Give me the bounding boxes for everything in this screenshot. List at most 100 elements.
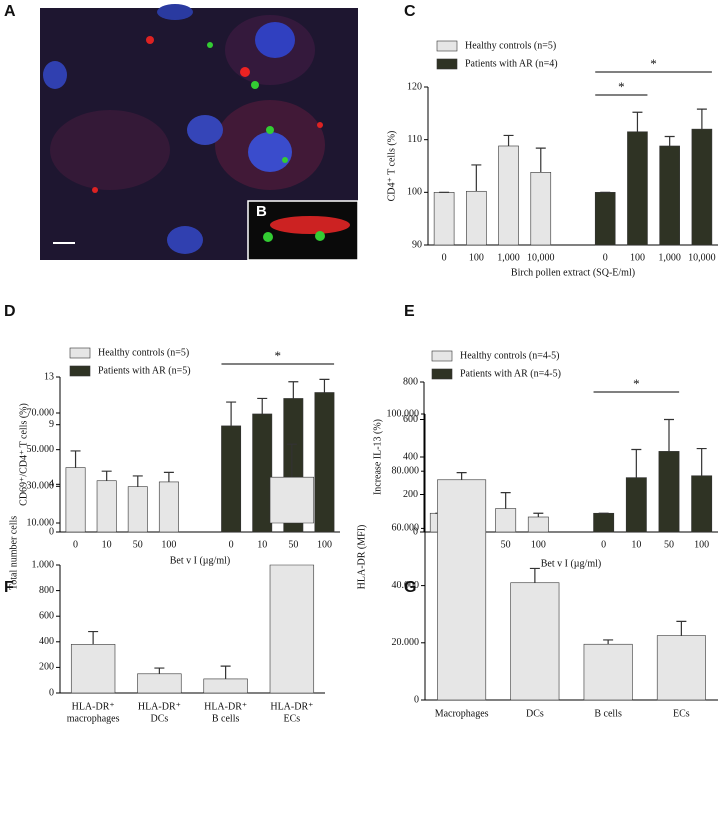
y-tick-label: 40.000	[392, 580, 420, 591]
bar	[433, 192, 455, 246]
y-tick-label: 20.000	[392, 637, 420, 648]
y-tick-label: 0	[49, 526, 54, 537]
red-signal	[240, 67, 250, 77]
panel-label: D	[4, 303, 16, 320]
bar	[593, 512, 615, 533]
x-tick-label: B cells	[594, 708, 622, 719]
error-bar	[132, 475, 143, 487]
y-tick-label: 0	[49, 687, 54, 698]
error-bar	[471, 164, 482, 192]
error-bar	[696, 108, 707, 130]
green-signal	[282, 157, 288, 163]
bar	[127, 486, 148, 533]
chart: F02004006008001.00010.00030.00050.00070.…	[4, 407, 325, 724]
error-bar	[288, 381, 299, 399]
bar	[658, 451, 680, 533]
y-axis-title: CD69⁺/CD4⁺ T cells (%)	[18, 403, 29, 506]
x-tick-label: ECs	[673, 708, 690, 719]
micrograph: B A	[4, 3, 359, 261]
chart: D 0 4 9 13 CD69⁺/CD4⁺ T cells (%) Bet v I (µg/…	[4, 303, 340, 566]
bar	[594, 192, 616, 246]
y-tick-label: 9	[49, 419, 54, 430]
inset-red	[270, 216, 350, 234]
bar	[437, 479, 487, 701]
error-bar	[676, 620, 687, 636]
x-tick-label: 100	[317, 539, 332, 550]
y-tick-label: 800	[39, 585, 54, 596]
x-tick-label: 100	[694, 539, 709, 550]
x-tick-label: 10,000	[527, 252, 555, 263]
x-tick-label: 100	[531, 539, 546, 550]
red-signal	[146, 36, 154, 44]
bar	[65, 467, 86, 533]
x-tick-label: 1,000	[497, 252, 520, 263]
legend-label: Patients with AR (n=4)	[465, 58, 558, 69]
y-tick-label: 120	[407, 81, 422, 92]
y-tick-label: 10.000	[27, 517, 55, 528]
cell	[50, 110, 170, 190]
error-bar	[257, 397, 268, 414]
x-tick-label: Macrophages	[435, 708, 489, 719]
green-signal	[251, 81, 259, 89]
x-tick-label: 1,000	[658, 252, 681, 263]
x-tick-label: DCs	[150, 713, 168, 724]
x-axis-title: Bet v I (µg/ml)	[541, 558, 601, 569]
bar	[691, 475, 713, 533]
error-bar	[535, 147, 546, 173]
y-tick-label: 110	[407, 134, 422, 145]
error-bar	[503, 134, 514, 146]
y-tick-label: 4	[49, 479, 54, 490]
y-tick-label: 90	[412, 239, 422, 250]
nucleus	[157, 4, 193, 20]
x-tick-label: 10,000	[688, 252, 716, 263]
legend-label: Healthy controls (n=4-5)	[460, 350, 560, 361]
panel-label: F	[4, 579, 14, 596]
nucleus	[248, 132, 292, 172]
nucleus	[43, 61, 67, 89]
green-signal	[207, 42, 213, 48]
x-tick-label: HLA-DR⁺	[270, 701, 313, 712]
x-tick-label: 100	[469, 252, 484, 263]
x-axis-title: Birch pollen extract (SQ-E/ml)	[511, 267, 635, 278]
x-tick-label: 0	[442, 252, 447, 263]
error-bar	[226, 401, 237, 426]
y-tick-label: 800	[403, 376, 418, 387]
significance-label: *	[633, 376, 640, 391]
error-bar	[632, 111, 643, 132]
bar	[70, 644, 116, 694]
bar	[627, 131, 648, 246]
significance-label: *	[275, 348, 282, 363]
x-tick-label: 0	[603, 252, 608, 263]
y-tick-label: 200	[403, 489, 418, 500]
y-tick-label: 600	[403, 414, 418, 425]
error-bar	[319, 378, 330, 393]
y-tick-label: 13	[44, 371, 54, 382]
x-tick-label: 0	[73, 539, 78, 550]
bar	[314, 392, 335, 533]
bar	[252, 413, 273, 533]
y-axis-title: Total number cells	[8, 516, 19, 590]
x-tick-label: 10	[102, 539, 112, 550]
error-bar	[456, 472, 467, 480]
legend-swatch	[431, 350, 453, 362]
legend-swatch	[436, 58, 458, 70]
error-bar	[286, 443, 297, 478]
x-tick-label: 50	[664, 539, 674, 550]
legend-swatch	[69, 347, 91, 359]
x-tick-label: B cells	[212, 713, 240, 724]
chart: C 90 100 110 120 CD4⁺ T cells (%) Birch pollen…	[386, 3, 718, 278]
green-signal	[266, 126, 274, 134]
bar	[530, 172, 552, 246]
error-bar	[154, 667, 165, 674]
y-axis-title: CD4⁺ T cells (%)	[386, 131, 397, 202]
chart: G 0 20.000 40.000 60.000 80.000 100.000 HLA-DR …	[356, 408, 718, 719]
y-tick-label: 400	[403, 451, 418, 462]
legend-swatch	[436, 40, 458, 52]
bar	[510, 582, 560, 701]
red-signal	[317, 122, 323, 128]
legend-swatch	[69, 365, 91, 377]
y-tick-label: 30.000	[27, 481, 55, 492]
y-tick-label: 70.000	[27, 407, 55, 418]
y-tick-label: 0	[414, 694, 419, 705]
